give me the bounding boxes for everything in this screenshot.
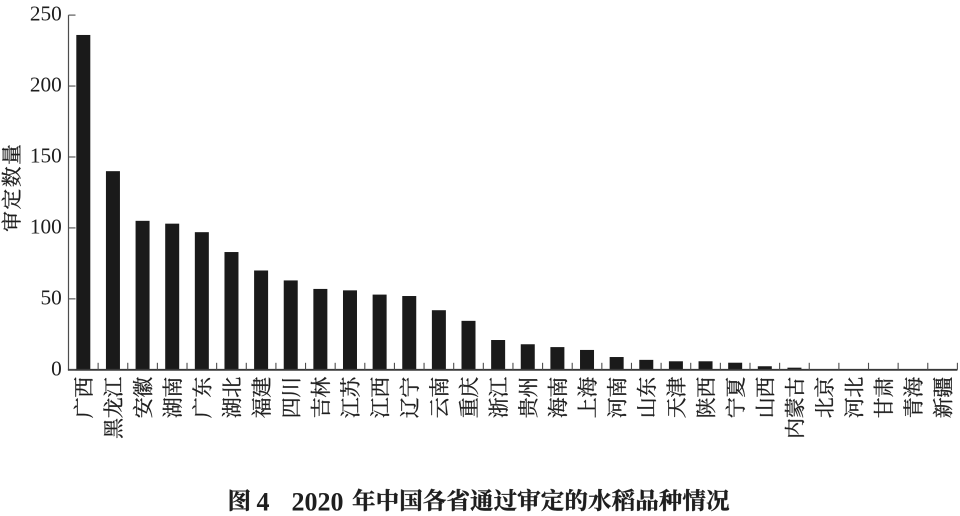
svg-text:200: 200 [30,73,62,97]
svg-text:0: 0 [51,356,62,380]
svg-text:2020: 2020 [292,487,344,516]
svg-text:4: 4 [257,487,270,516]
svg-text:150: 150 [30,143,62,167]
svg-text:50: 50 [41,285,62,309]
svg-text:250: 250 [30,2,62,26]
svg-text:100: 100 [30,214,62,238]
